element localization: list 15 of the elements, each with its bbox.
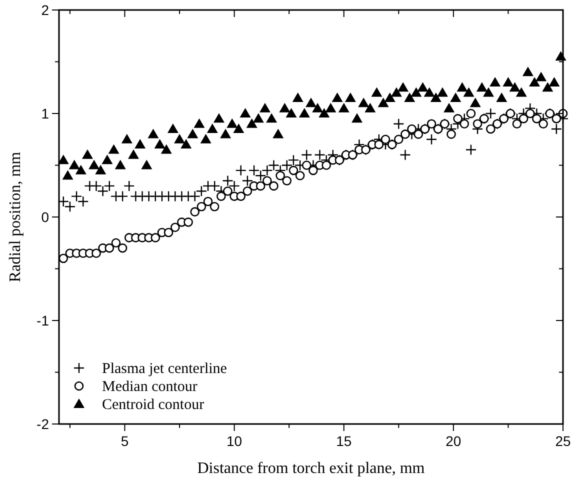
y-tick-label: -1	[36, 312, 50, 328]
x-tick-label: 25	[555, 433, 571, 449]
y-tick-label: -2	[36, 416, 50, 432]
legend-label: Median contour	[102, 379, 198, 395]
x-tick-label: 5	[120, 433, 129, 449]
x-tick-label: 15	[336, 433, 352, 449]
legend-label: Plasma jet centerline	[102, 361, 228, 377]
x-tick-label: 10	[226, 433, 242, 449]
y-tick-label: 2	[41, 2, 50, 18]
y-tick-label: 1	[41, 106, 50, 122]
x-axis-title: Distance from torch exit plane, mm	[197, 460, 426, 477]
legend-label: Centroid contour	[102, 397, 204, 413]
y-tick-label: 0	[41, 209, 50, 225]
x-tick-label: 20	[446, 433, 462, 449]
y-axis-title: Radial position, mm	[7, 151, 24, 282]
